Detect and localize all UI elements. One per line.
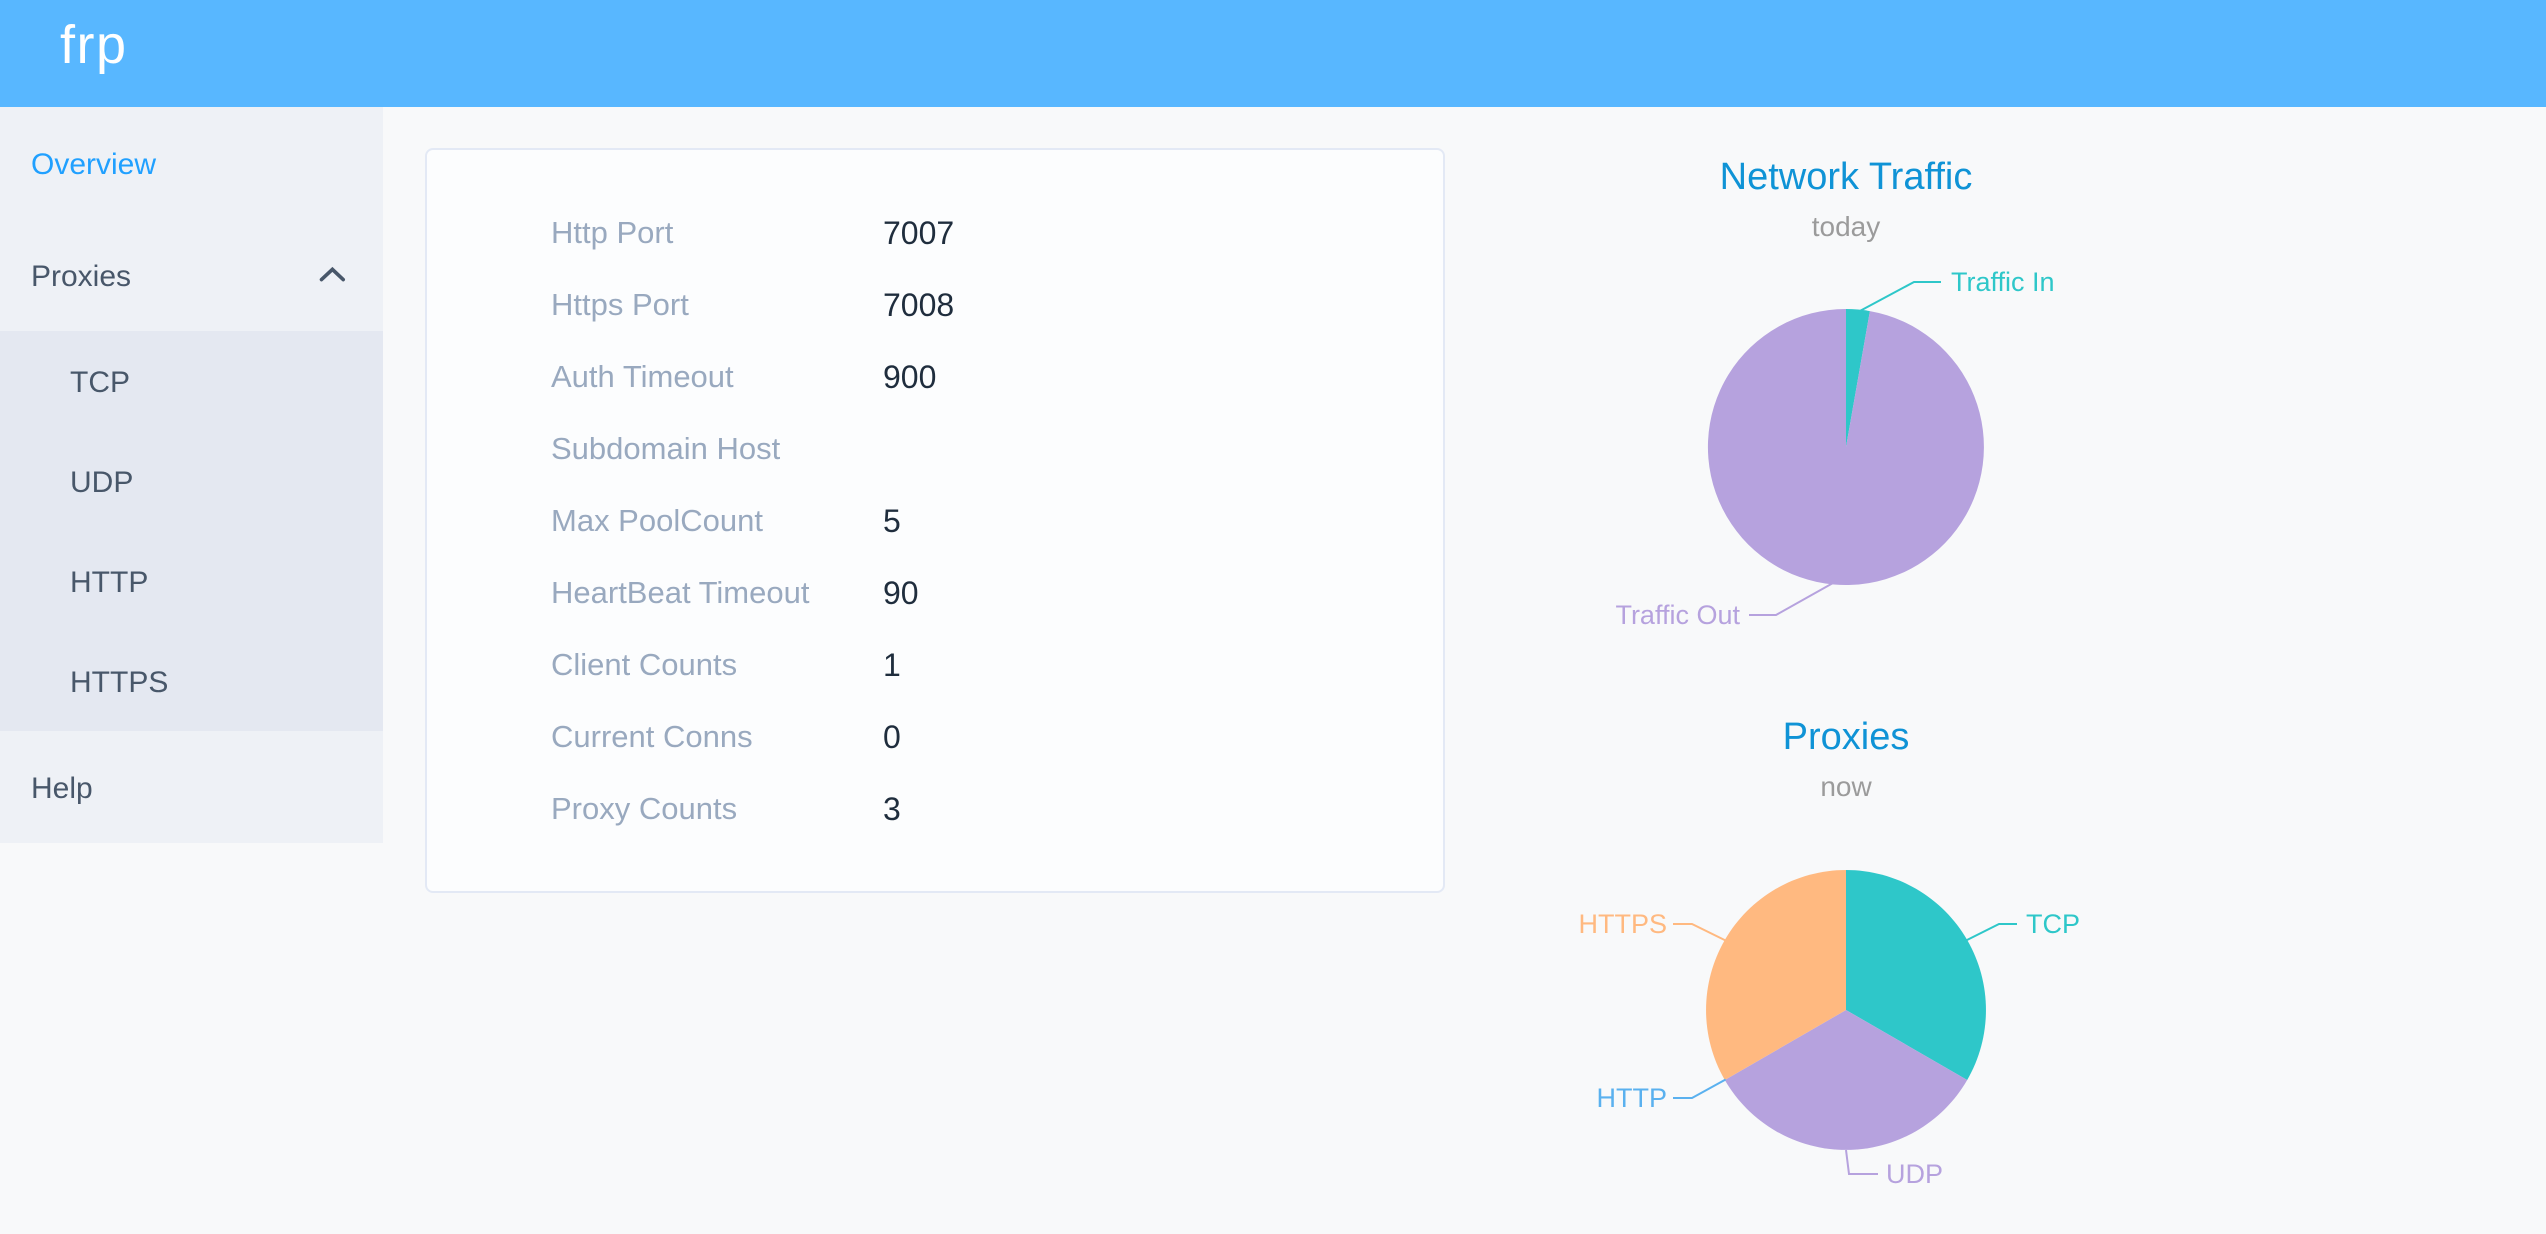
svg-text:UDP: UDP	[1886, 1159, 1943, 1189]
svg-text:Traffic Out: Traffic Out	[1615, 600, 1740, 630]
svg-text:TCP: TCP	[2026, 909, 2080, 939]
svg-text:HTTP: HTTP	[1597, 1083, 1668, 1113]
svg-text:now: now	[1820, 771, 1872, 802]
svg-text:today: today	[1812, 211, 1881, 242]
svg-text:Proxies: Proxies	[1783, 716, 1910, 758]
svg-text:Network Traffic: Network Traffic	[1720, 156, 1973, 198]
svg-text:Traffic In: Traffic In	[1951, 267, 2055, 297]
svg-text:HTTPS: HTTPS	[1578, 909, 1667, 939]
